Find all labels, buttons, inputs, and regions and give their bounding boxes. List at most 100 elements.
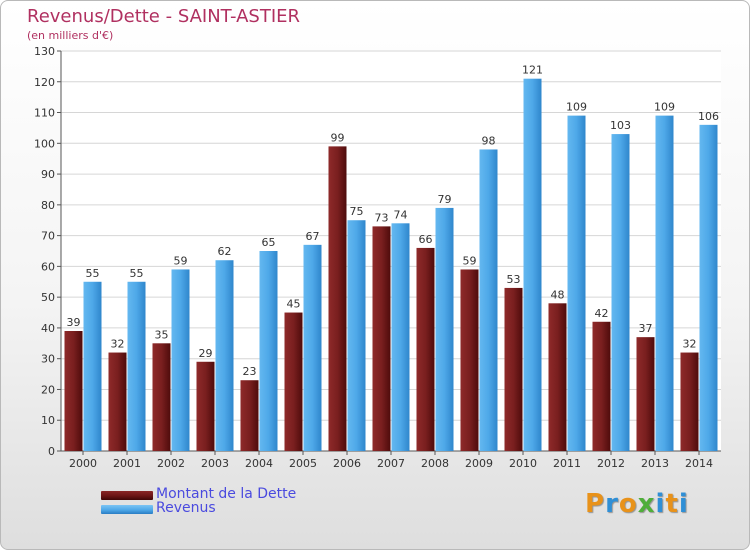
data-label-revenue: 55 bbox=[86, 267, 100, 280]
bar-debt bbox=[548, 303, 567, 451]
bar-revenue bbox=[215, 260, 234, 451]
data-label-debt: 39 bbox=[67, 316, 81, 329]
y-tick-label: 50 bbox=[41, 291, 55, 304]
x-tick-label: 2008 bbox=[421, 457, 449, 470]
bar-debt bbox=[64, 331, 83, 451]
bar-debt bbox=[240, 380, 259, 451]
legend-label-debt: Montant de la Dette bbox=[156, 486, 297, 502]
logo-letter: r bbox=[605, 489, 619, 519]
data-label-revenue: 62 bbox=[218, 245, 232, 258]
bar-debt bbox=[636, 337, 655, 451]
bar-debt bbox=[328, 146, 347, 451]
bar-debt bbox=[504, 287, 523, 451]
logo-letter: i bbox=[655, 489, 666, 519]
legend-swatch-revenue bbox=[101, 505, 153, 514]
data-label-debt: 45 bbox=[287, 298, 301, 311]
bar-debt bbox=[592, 321, 611, 451]
bar-revenue bbox=[523, 78, 542, 451]
y-tick-label: 130 bbox=[34, 45, 55, 58]
x-tick-label: 2013 bbox=[641, 457, 669, 470]
data-label-debt: 42 bbox=[595, 307, 609, 320]
chart-subtitle: (en milliers d'€) bbox=[27, 29, 114, 42]
bar-revenue bbox=[435, 207, 454, 451]
x-tick-label: 2000 bbox=[69, 457, 97, 470]
y-tick-label: 80 bbox=[41, 199, 55, 212]
proxiti-logo: Proxiti bbox=[585, 489, 689, 519]
x-tick-label: 2007 bbox=[377, 457, 405, 470]
x-tick-label: 2010 bbox=[509, 457, 537, 470]
data-label-revenue: 103 bbox=[610, 119, 631, 132]
bar-debt bbox=[416, 247, 435, 451]
bar-revenue bbox=[347, 220, 366, 451]
data-label-revenue: 109 bbox=[566, 101, 587, 114]
bar-debt bbox=[680, 352, 699, 451]
bar-revenue bbox=[83, 281, 102, 451]
x-tick-label: 2004 bbox=[245, 457, 273, 470]
x-tick-label: 2002 bbox=[157, 457, 185, 470]
data-label-debt: 99 bbox=[331, 131, 345, 144]
x-tick-label: 2005 bbox=[289, 457, 317, 470]
logo-letter: i bbox=[678, 489, 689, 519]
logo-letter: t bbox=[665, 489, 679, 519]
data-label-debt: 37 bbox=[639, 322, 653, 335]
y-tick-label: 110 bbox=[34, 107, 55, 120]
logo-letter: o bbox=[618, 489, 638, 519]
data-label-debt: 29 bbox=[199, 347, 213, 360]
data-label-revenue: 79 bbox=[438, 193, 452, 206]
x-tick-label: 2009 bbox=[465, 457, 493, 470]
bar-revenue bbox=[479, 149, 498, 451]
y-tick-label: 120 bbox=[34, 76, 55, 89]
data-label-debt: 32 bbox=[683, 338, 697, 351]
data-label-debt: 73 bbox=[375, 211, 389, 224]
y-tick-label: 90 bbox=[41, 168, 55, 181]
data-label-debt: 23 bbox=[243, 365, 257, 378]
bar-revenue bbox=[391, 223, 410, 451]
y-tick-label: 70 bbox=[41, 230, 55, 243]
x-tick-label: 2003 bbox=[201, 457, 229, 470]
logo-letter: x bbox=[637, 489, 656, 519]
legend-swatch-debt bbox=[101, 491, 153, 500]
x-tick-label: 2014 bbox=[685, 457, 713, 470]
bar-debt bbox=[196, 361, 215, 451]
data-label-revenue: 59 bbox=[174, 254, 188, 267]
data-label-revenue: 109 bbox=[654, 101, 675, 114]
y-tick-label: 0 bbox=[48, 445, 55, 458]
data-label-revenue: 65 bbox=[262, 236, 276, 249]
bar-revenue bbox=[699, 124, 718, 451]
y-tick-label: 10 bbox=[41, 414, 55, 427]
data-label-debt: 32 bbox=[111, 338, 125, 351]
data-label-debt: 53 bbox=[507, 273, 521, 286]
y-tick-label: 40 bbox=[41, 322, 55, 335]
bar-debt bbox=[372, 226, 391, 451]
data-label-revenue: 106 bbox=[698, 110, 719, 123]
data-label-revenue: 75 bbox=[350, 205, 364, 218]
x-tick-label: 2006 bbox=[333, 457, 361, 470]
bar-revenue bbox=[567, 115, 586, 451]
x-tick-label: 2001 bbox=[113, 457, 141, 470]
legend-label-revenue: Revenus bbox=[156, 500, 216, 516]
bar-debt bbox=[460, 269, 479, 451]
y-tick-label: 20 bbox=[41, 383, 55, 396]
bar-debt bbox=[108, 352, 127, 451]
data-label-debt: 66 bbox=[419, 233, 433, 246]
data-label-debt: 35 bbox=[155, 328, 169, 341]
bar-revenue bbox=[171, 269, 190, 451]
plot-area bbox=[61, 51, 721, 451]
y-tick-label: 100 bbox=[34, 137, 55, 150]
logo-letter: P bbox=[585, 489, 606, 519]
data-label-revenue: 74 bbox=[394, 208, 408, 221]
data-label-revenue: 67 bbox=[306, 230, 320, 243]
bar-revenue bbox=[259, 251, 278, 451]
bar-revenue bbox=[127, 281, 146, 451]
data-label-debt: 48 bbox=[551, 288, 565, 301]
chart-title: Revenus/Dette - SAINT-ASTIER bbox=[27, 6, 301, 27]
data-label-debt: 59 bbox=[463, 254, 477, 267]
data-label-revenue: 121 bbox=[522, 64, 543, 77]
bar-debt bbox=[152, 343, 171, 451]
bar-debt bbox=[284, 312, 303, 451]
bar-revenue bbox=[303, 244, 322, 451]
bar-revenue bbox=[655, 115, 674, 451]
x-tick-label: 2011 bbox=[553, 457, 581, 470]
